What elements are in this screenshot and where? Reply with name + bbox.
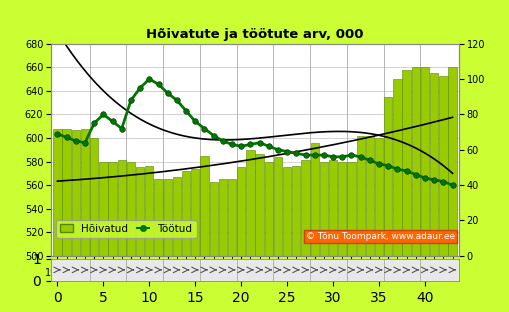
Bar [228, 179, 236, 312]
Bar [191, 168, 199, 312]
Bar [218, 179, 227, 312]
Bar [392, 79, 401, 312]
Bar [328, 160, 336, 312]
Bar [99, 162, 107, 312]
Bar [310, 143, 318, 312]
Bar [118, 160, 126, 312]
Bar [319, 162, 327, 312]
Bar [365, 136, 373, 312]
Bar [173, 177, 181, 312]
Bar [154, 179, 162, 312]
Bar [182, 171, 190, 312]
Bar [127, 162, 135, 312]
Bar [273, 157, 281, 312]
Bar [411, 67, 419, 312]
Text: © Tõnu Toompark, www.adaur.ee: © Tõnu Toompark, www.adaur.ee [305, 232, 454, 241]
Bar [301, 160, 309, 312]
Bar [209, 182, 217, 312]
Bar [383, 97, 391, 312]
Bar [63, 129, 71, 312]
Bar [264, 162, 272, 312]
Bar [90, 138, 98, 312]
Bar [108, 162, 117, 312]
Bar [72, 130, 80, 312]
Bar [200, 156, 208, 312]
Legend: Hõivatud, Töötud: Hõivatud, Töötud [56, 220, 196, 238]
Bar [53, 129, 62, 312]
Bar [347, 162, 355, 312]
Bar [292, 166, 300, 312]
Bar [81, 129, 89, 312]
Bar [237, 168, 245, 312]
Bar [136, 168, 144, 312]
Bar [282, 168, 291, 312]
Bar [246, 150, 254, 312]
Bar [374, 138, 382, 312]
Bar [438, 76, 446, 312]
Bar [145, 166, 153, 312]
Bar [402, 70, 410, 312]
Bar [255, 154, 263, 312]
Bar [420, 67, 428, 312]
Bar [356, 136, 364, 312]
Bar [337, 162, 346, 312]
Bar [429, 73, 437, 312]
Bar [163, 179, 172, 312]
Bar [447, 67, 456, 312]
Title: Hõivatute ja töötute arv, 000: Hõivatute ja töötute arv, 000 [146, 28, 363, 41]
